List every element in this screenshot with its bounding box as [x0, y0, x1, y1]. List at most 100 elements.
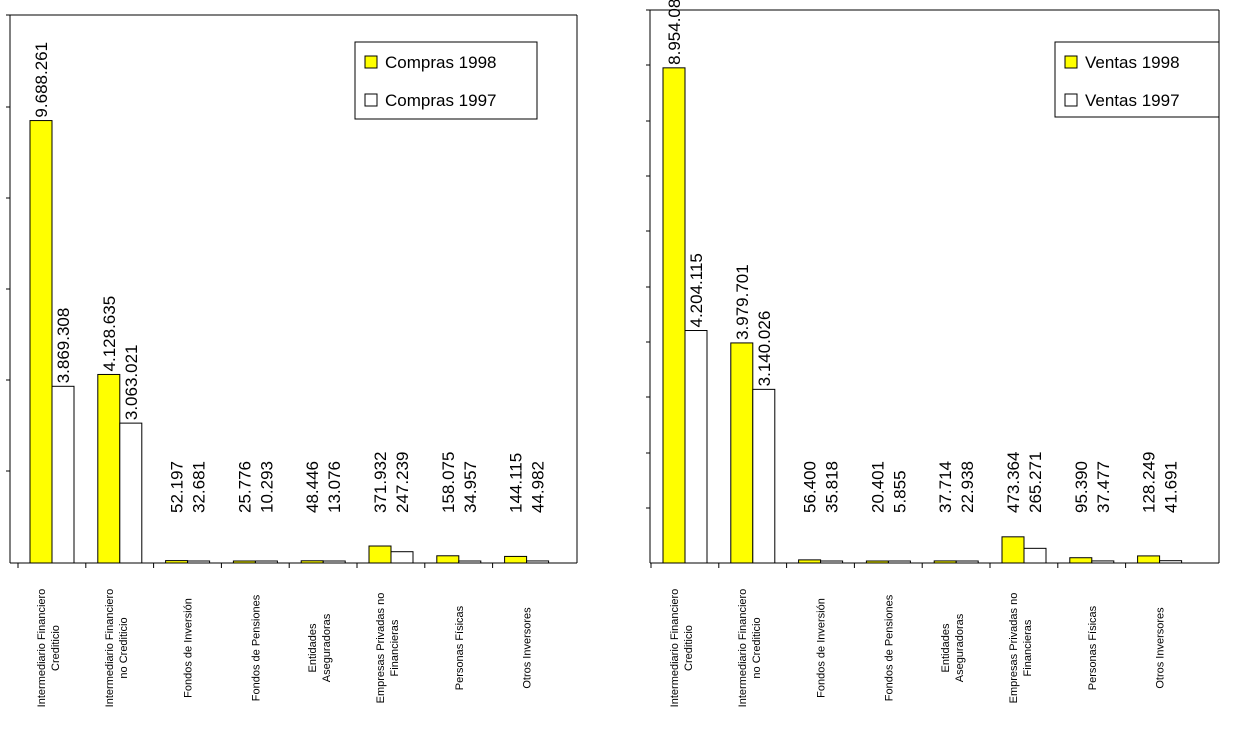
data-label: 44.982 — [529, 461, 548, 513]
data-label: 37.477 — [1094, 461, 1113, 513]
category-label: Empresas Privadas no Financieras — [375, 593, 401, 704]
data-label: 37.714 — [936, 461, 955, 513]
bar-previous — [1091, 560, 1115, 564]
data-label: 35.818 — [823, 461, 842, 513]
bar-current — [232, 560, 256, 564]
bar-previous — [322, 560, 346, 564]
category-label: Otros Inversores — [1155, 607, 1167, 689]
data-label: 41.691 — [1162, 461, 1181, 513]
data-label: 3.869.308 — [54, 308, 73, 384]
data-label: 34.957 — [461, 461, 480, 513]
data-label: 3.140.026 — [755, 311, 774, 387]
data-label: 128.249 — [1140, 452, 1159, 513]
bar-previous — [1159, 560, 1183, 564]
bar-current — [730, 342, 754, 564]
data-label: 4.128.635 — [100, 296, 119, 372]
bar-current — [165, 560, 189, 564]
data-label: 13.076 — [325, 461, 344, 513]
bar-current — [300, 560, 324, 564]
data-label: 48.446 — [303, 461, 322, 513]
legend-swatch — [364, 55, 378, 69]
category-label-line: Fondos de Inversión — [816, 598, 828, 698]
bar-current — [1069, 557, 1093, 564]
category-label: Fondos de Pensiones — [883, 594, 895, 701]
category-label: Intermediario Financiero no Crediticio — [104, 589, 130, 708]
category-label: Fondos de Pensiones — [250, 594, 262, 701]
data-label: 4.204.115 — [687, 253, 706, 327]
bar-previous — [390, 551, 414, 564]
bar-previous — [51, 385, 75, 564]
data-label: 25.776 — [235, 461, 254, 513]
category-label-line: no Crediticio — [118, 617, 130, 678]
data-label: 22.938 — [958, 461, 977, 513]
category-label: Intermediario Financiero Crediticio — [669, 589, 695, 708]
bar-previous — [1023, 547, 1047, 564]
bar-previous — [119, 422, 143, 564]
legend: Compras 1998 Compras 1997 — [354, 41, 538, 120]
bar-current — [865, 560, 889, 564]
legend-label: Ventas 1997 — [1085, 91, 1180, 110]
data-label: 3.063.021 — [122, 344, 141, 420]
data-label: 473.364 — [1004, 452, 1023, 513]
category-label-line: Personas Físicas — [1087, 605, 1099, 690]
category-label-line: Entidades — [307, 623, 319, 672]
category-label: Personas Físicas — [454, 605, 466, 690]
data-label: 371.932 — [371, 452, 390, 513]
category-label-line: Personas Físicas — [454, 605, 466, 690]
bar-current — [1001, 536, 1025, 564]
data-label: 52.197 — [168, 461, 187, 513]
bar-previous — [887, 560, 911, 564]
bar-previous — [458, 560, 482, 564]
bar-current — [662, 67, 686, 564]
data-label: 144.115 — [507, 453, 526, 513]
bar-previous — [187, 560, 211, 564]
category-label: Personas Físicas — [1087, 605, 1099, 690]
bar-previous — [955, 560, 979, 564]
category-label-line: no Crediticio — [751, 617, 763, 678]
legend-label: Ventas 1998 — [1085, 53, 1180, 72]
bar-current — [933, 560, 957, 564]
bar-current — [29, 120, 53, 564]
category-label-line: Fondos de Pensiones — [250, 594, 262, 701]
data-label: 5.855 — [890, 470, 909, 513]
bar-current — [436, 555, 460, 564]
legend-box — [354, 41, 538, 120]
category-label-line: Fondos de Pensiones — [883, 594, 895, 701]
bar-current — [798, 559, 822, 564]
bar-current — [504, 555, 528, 564]
data-label: 20.401 — [868, 461, 887, 513]
legend-swatch — [1064, 55, 1078, 69]
category-label-line: Empresas Privadas no — [375, 593, 387, 704]
bar-previous — [526, 560, 550, 564]
legend: Ventas 1998 Ventas 1997 — [1054, 41, 1220, 118]
category-label-line: Crediticio — [683, 625, 695, 671]
legend-box — [1054, 41, 1220, 118]
category-label: Entidades Aseguradoras — [940, 613, 966, 682]
chart-1: 9.688.261 3.869.308 Intermediario Financie… — [6, 14, 578, 708]
data-label: 95.390 — [1072, 461, 1091, 513]
data-label: 56.400 — [801, 461, 820, 513]
data-label: 8.954.085 — [665, 0, 684, 65]
bar-previous — [752, 388, 776, 564]
legend-label: Compras 1997 — [385, 91, 497, 110]
category-label-line: Intermediario Financiero — [36, 589, 48, 708]
category-label: Otros Inversores — [522, 607, 534, 689]
category-label: Intermediario Financiero Crediticio — [36, 589, 62, 708]
category-label-line: Intermediario Financiero — [669, 589, 681, 708]
category-label-line: Aseguradoras — [954, 613, 966, 682]
data-label: 32.681 — [190, 461, 209, 513]
bar-current — [368, 545, 392, 564]
bar-current — [97, 373, 121, 564]
legend-swatch — [364, 93, 378, 107]
chart-2: 8.954.085 4.204.115 Intermediario Financie… — [646, 0, 1220, 708]
category-label-line: Financieras — [389, 619, 401, 676]
category-label-line: Intermediario Financiero — [104, 589, 116, 708]
legend-label: Compras 1998 — [385, 53, 497, 72]
bar-previous — [684, 330, 708, 564]
data-label: 10.293 — [257, 461, 276, 513]
data-label: 158.075 — [439, 452, 458, 513]
data-label: 247.239 — [393, 452, 412, 513]
bar-current — [1137, 555, 1161, 564]
category-label-line: Crediticio — [50, 625, 62, 671]
